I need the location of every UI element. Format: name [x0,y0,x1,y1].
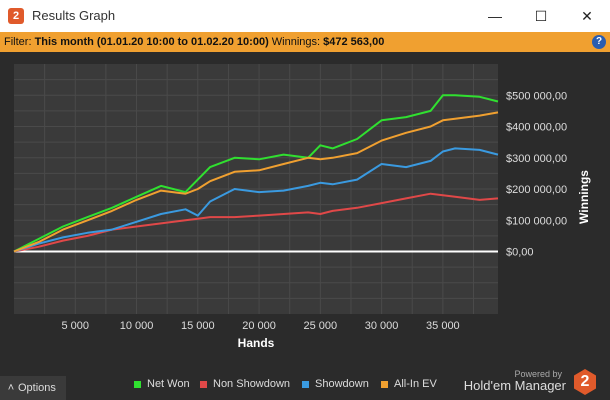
brand-logo-icon: 2 [574,369,596,395]
series-line-all-in-ev [13,111,499,253]
y-tick-label: $100 000,00 [506,215,567,227]
y-tick-label: $200 000,00 [506,184,567,196]
filter-label: Filter: [4,36,35,48]
legend-swatch [134,380,141,388]
maximize-button[interactable]: ☐ [534,8,548,24]
chevron-up-icon: ˄ [7,382,15,394]
x-tick-label: 10 000 [120,320,154,332]
x-tick-label: 35 000 [426,320,460,332]
legend-item-showdown[interactable]: Showdown [302,378,369,390]
filter-summary: Filter: This month (01.01.20 10:00 to 01… [4,36,384,48]
x-axis-label: Hands [238,336,275,350]
title-bar: 2 Results Graph — ☐ ✕ [0,0,610,32]
winnings-value: $472 563,00 [323,36,385,48]
legend-item-net-won[interactable]: Net Won [134,378,190,390]
y-axis-label: Winnings [577,170,591,224]
close-button[interactable]: ✕ [581,8,593,24]
powered-by-text: Powered by [514,369,562,379]
legend-swatch [302,380,309,388]
legend-label: All-In EV [394,378,437,390]
legend-item-all-in-ev[interactable]: All-In EV [381,378,437,390]
legend-swatch [200,380,207,388]
window-title: Results Graph [32,8,116,23]
series-line-net-won [13,94,499,253]
winnings-label: Winnings: [268,36,324,48]
legend-swatch [381,380,388,388]
minimize-button[interactable]: — [488,8,502,24]
x-tick-label: 25 000 [304,320,338,332]
results-chart: 5 000 10 000 15 000 20 000 25 000 30 000 35 00… [0,52,610,372]
legend-label: Showdown [315,378,369,390]
filter-bar: Filter: This month (01.01.20 10:00 to 01… [0,32,610,52]
series-line-showdown [13,147,499,253]
x-tick-label: 20 000 [242,320,276,332]
filter-period: This month (01.01.20 10:00 to 01.02.20 1… [34,36,269,48]
results-chart-svg: 5 000 10 000 15 000 20 000 25 000 30 000 35 00… [13,64,591,350]
y-tick-label: $400 000,00 [506,122,567,134]
help-icon[interactable]: ? [592,35,606,49]
legend-item-non-showdown[interactable]: Non Showdown [200,378,290,390]
app-logo-icon: 2 [8,8,24,24]
x-tick-label: 5 000 [62,320,90,332]
legend-label: Non Showdown [213,378,291,390]
y-tick-label: $0,00 [506,247,534,259]
x-tick-label: 30 000 [365,320,399,332]
x-tick-label: 15 000 [181,320,215,332]
series-lines [13,94,499,253]
grid [14,64,498,314]
options-label: Options [18,382,56,394]
y-tick-label: $300 000,00 [506,153,567,165]
axis-ticks: 5 000 10 000 15 000 20 000 25 000 30 000 35 00… [62,90,568,332]
brand-name: Hold'em Manager [463,378,566,393]
options-button[interactable]: ˄ Options [0,376,66,400]
y-tick-label: $500 000,00 [506,90,567,102]
legend-label: Net Won [147,378,190,390]
